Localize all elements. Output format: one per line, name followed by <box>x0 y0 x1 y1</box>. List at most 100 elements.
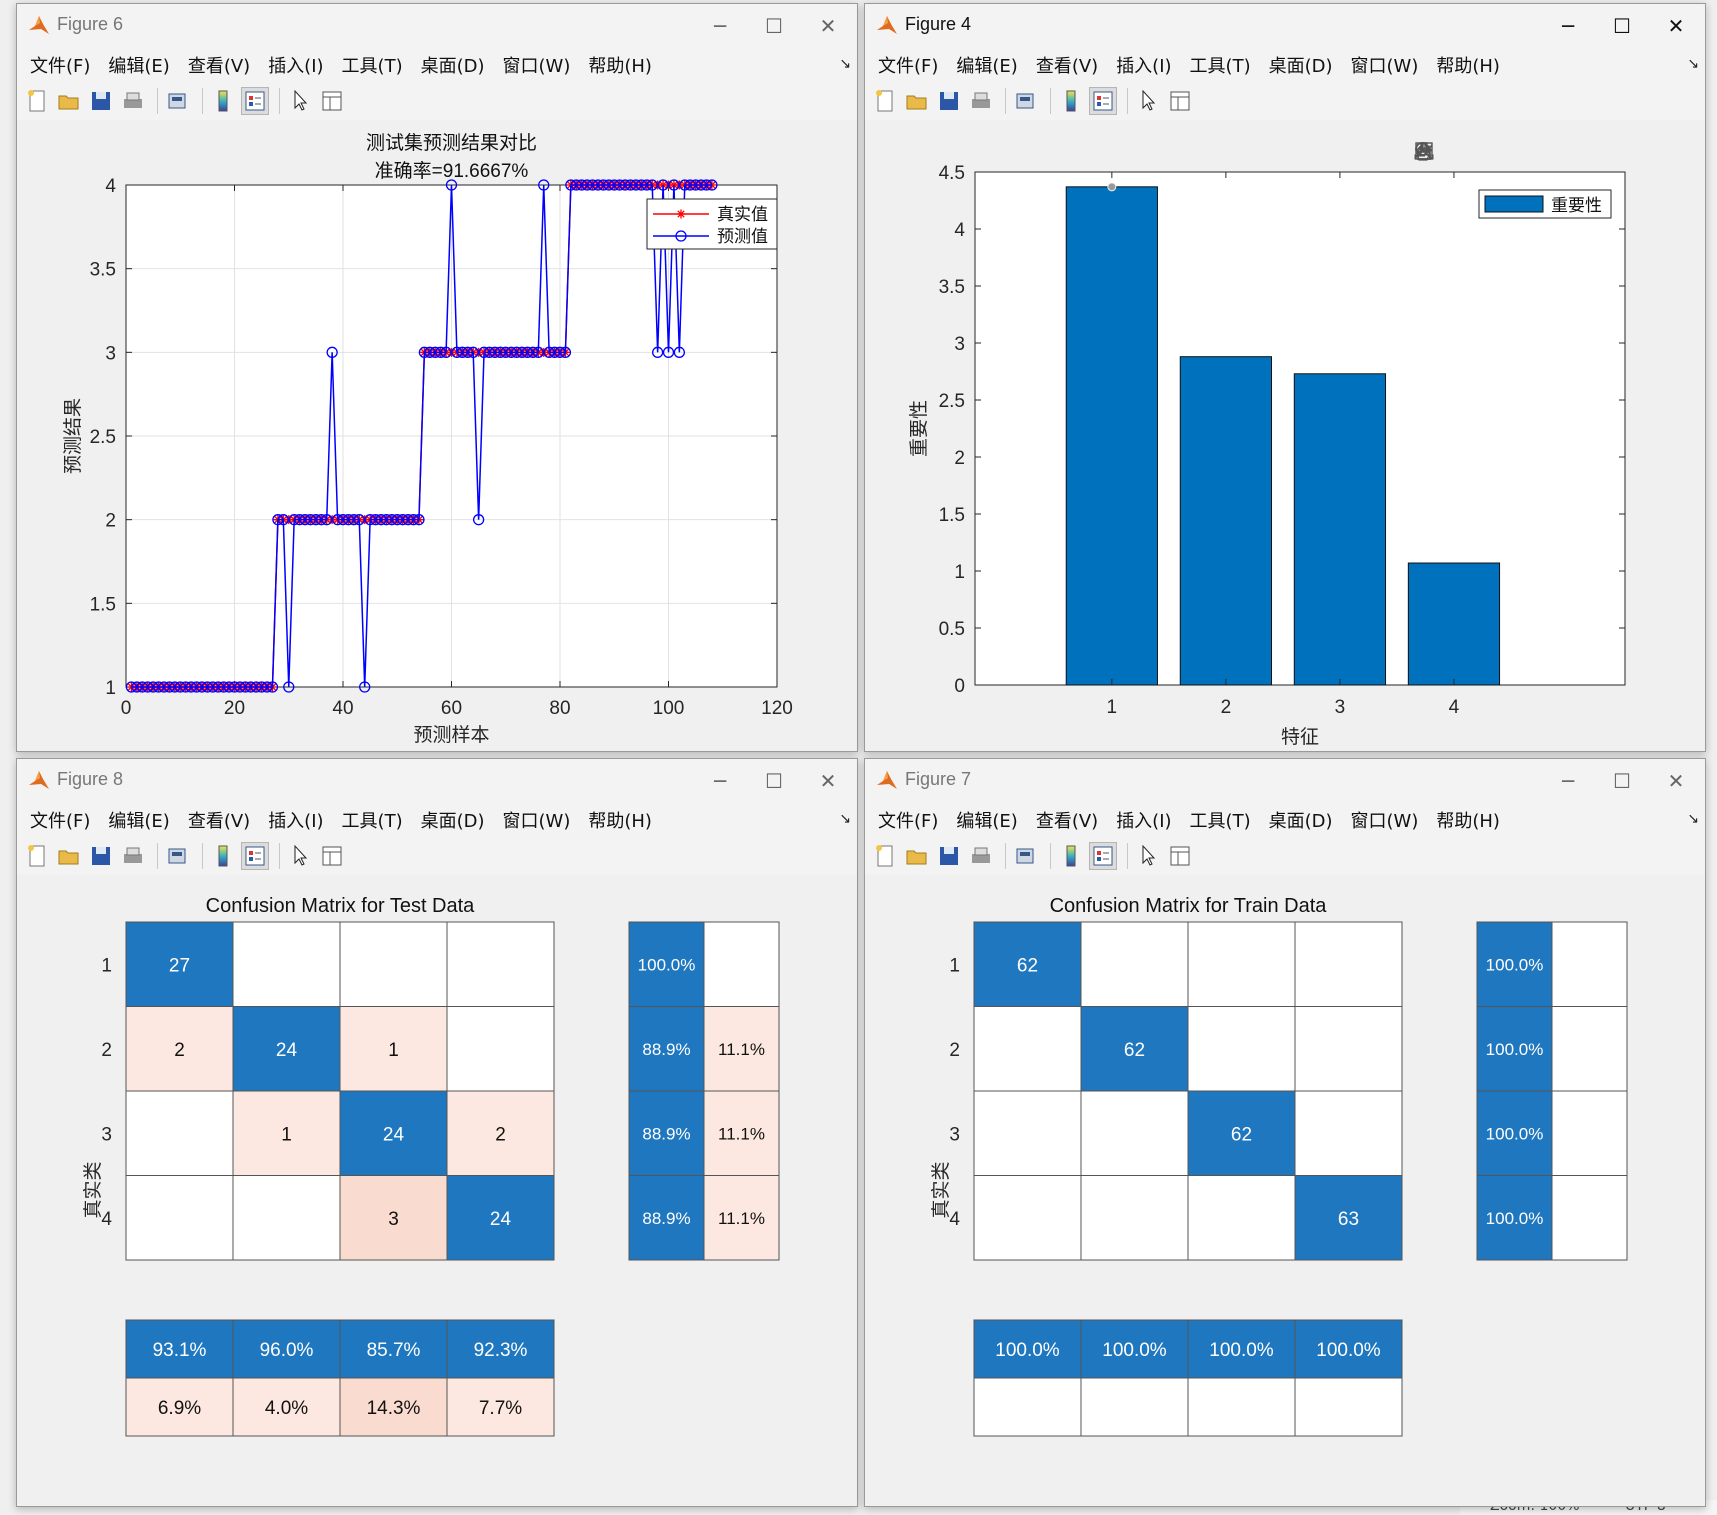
save-icon[interactable] <box>935 842 963 870</box>
maximize-button[interactable]: ☐ <box>1613 769 1631 793</box>
menu-help[interactable]: 帮助(H) <box>1436 56 1500 77</box>
property-editor-icon[interactable] <box>318 87 346 115</box>
close-button[interactable]: ✕ <box>819 14 837 38</box>
pointer-icon[interactable] <box>286 87 314 115</box>
menu-file[interactable]: 文件(F) <box>30 811 91 832</box>
save-icon[interactable] <box>935 87 963 115</box>
print-preview-icon[interactable] <box>164 842 192 870</box>
menu-window[interactable]: 窗口(W) <box>502 56 571 77</box>
menu-help[interactable]: 帮助(H) <box>1436 811 1500 832</box>
menu-edit[interactable]: 编辑(E) <box>108 56 170 77</box>
new-file-icon[interactable] <box>871 87 899 115</box>
pointer-icon[interactable] <box>1134 87 1162 115</box>
menu-insert[interactable]: 插入(I) <box>1116 811 1172 832</box>
menu-edit[interactable]: 编辑(E) <box>956 811 1018 832</box>
property-editor-icon[interactable] <box>1166 87 1194 115</box>
maximize-button[interactable]: ☐ <box>765 769 783 793</box>
predicted-point <box>706 179 718 191</box>
close-button[interactable]: ✕ <box>1667 14 1685 38</box>
print-preview-icon[interactable] <box>1012 842 1040 870</box>
zoom-in-icon[interactable] <box>1415 140 1563 166</box>
title-bar[interactable]: Figure 4 ─ ☐ ✕ <box>865 4 1705 48</box>
menu-desktop[interactable]: 桌面(D) <box>1268 811 1333 832</box>
print-preview-icon[interactable] <box>164 87 192 115</box>
menu-desktop[interactable]: 桌面(D) <box>420 56 485 77</box>
menu-edit[interactable]: 编辑(E) <box>956 56 1018 77</box>
new-file-icon[interactable] <box>23 87 51 115</box>
print-icon[interactable] <box>967 842 995 870</box>
menu-file[interactable]: 文件(F) <box>878 811 939 832</box>
menu-dock-arrow-icon[interactable]: ↘ <box>1687 811 1699 827</box>
legend-icon[interactable] <box>1089 87 1117 115</box>
close-button[interactable]: ✕ <box>819 769 837 793</box>
legend-icon[interactable] <box>241 842 269 870</box>
pan-icon[interactable] <box>1416 140 1533 166</box>
minimize-button[interactable]: ─ <box>713 769 727 793</box>
brush-icon[interactable] <box>1417 140 1473 166</box>
menu-view[interactable]: 查看(V) <box>187 811 251 832</box>
menu-window[interactable]: 窗口(W) <box>1350 811 1419 832</box>
save-icon[interactable] <box>87 87 115 115</box>
menu-tools[interactable]: 工具(T) <box>341 811 403 832</box>
minimize-button[interactable]: ─ <box>1561 769 1575 793</box>
maximize-button[interactable]: ☐ <box>765 14 783 38</box>
menu-tools[interactable]: 工具(T) <box>1189 811 1251 832</box>
save-icon[interactable] <box>87 842 115 870</box>
maximize-button[interactable]: ☐ <box>1613 14 1631 38</box>
menu-insert[interactable]: 插入(I) <box>268 811 324 832</box>
pointer-icon[interactable] <box>286 842 314 870</box>
menu-dock-arrow-icon[interactable]: ↘ <box>839 811 851 827</box>
new-file-icon[interactable] <box>23 842 51 870</box>
minimize-button[interactable]: ─ <box>713 14 727 38</box>
property-editor-icon[interactable] <box>318 842 346 870</box>
figure-8-window[interactable]: Figure 8 ─ ☐ ✕ 文件(F) 编辑(E) 查看(V) 插入(I) 工具(T)… <box>16 758 858 1507</box>
title-bar[interactable]: Figure 8 ─ ☐ ✕ <box>17 759 857 803</box>
close-button[interactable]: ✕ <box>1667 769 1685 793</box>
print-icon[interactable] <box>967 87 995 115</box>
zoom-out-icon[interactable] <box>1415 140 1593 166</box>
menu-help[interactable]: 帮助(H) <box>588 811 652 832</box>
colorbar-icon[interactable] <box>209 842 237 870</box>
open-folder-icon[interactable] <box>903 842 931 870</box>
menu-desktop[interactable]: 桌面(D) <box>420 811 485 832</box>
menu-edit[interactable]: 编辑(E) <box>108 811 170 832</box>
colorbar-icon[interactable] <box>209 87 237 115</box>
menu-file[interactable]: 文件(F) <box>30 56 91 77</box>
new-file-icon[interactable] <box>871 842 899 870</box>
menu-help[interactable]: 帮助(H) <box>588 56 652 77</box>
menu-tools[interactable]: 工具(T) <box>341 56 403 77</box>
print-icon[interactable] <box>119 842 147 870</box>
menu-view[interactable]: 查看(V) <box>1035 811 1099 832</box>
datatip-icon[interactable] <box>1415 140 1503 166</box>
menu-tools[interactable]: 工具(T) <box>1189 56 1251 77</box>
figure-6-window[interactable]: Figure 6 ─ ☐ ✕ 文件(F) 编辑(E) 查看(V) 插入(I) 工具(T)… <box>16 3 858 752</box>
menu-desktop[interactable]: 桌面(D) <box>1268 56 1333 77</box>
title-bar[interactable]: Figure 7 ─ ☐ ✕ <box>865 759 1705 803</box>
predicted-point <box>272 514 284 526</box>
home-icon[interactable] <box>1415 140 1623 166</box>
menu-view[interactable]: 查看(V) <box>187 56 251 77</box>
minimize-button[interactable]: ─ <box>1561 14 1575 38</box>
colorbar-icon[interactable] <box>1057 842 1085 870</box>
menu-view[interactable]: 查看(V) <box>1035 56 1099 77</box>
figure-4-window[interactable]: Figure 4 ─ ☐ ✕ 文件(F) 编辑(E) 查看(V) 插入(I) 工具(T)… <box>864 3 1706 752</box>
menu-file[interactable]: 文件(F) <box>878 56 939 77</box>
figure-7-window[interactable]: Figure 7 ─ ☐ ✕ 文件(F) 编辑(E) 查看(V) 插入(I) 工具(T)… <box>864 758 1706 1507</box>
legend-icon[interactable] <box>241 87 269 115</box>
open-folder-icon[interactable] <box>55 842 83 870</box>
open-folder-icon[interactable] <box>55 87 83 115</box>
open-folder-icon[interactable] <box>903 87 931 115</box>
property-editor-icon[interactable] <box>1166 842 1194 870</box>
pointer-icon[interactable] <box>1134 842 1162 870</box>
print-icon[interactable] <box>119 87 147 115</box>
menu-dock-arrow-icon[interactable]: ↘ <box>1687 56 1699 72</box>
menu-window[interactable]: 窗口(W) <box>502 811 571 832</box>
menu-insert[interactable]: 插入(I) <box>268 56 324 77</box>
title-bar[interactable]: Figure 6 ─ ☐ ✕ <box>17 4 857 48</box>
menu-insert[interactable]: 插入(I) <box>1116 56 1172 77</box>
colorbar-icon[interactable] <box>1057 87 1085 115</box>
legend-icon[interactable] <box>1089 842 1117 870</box>
print-preview-icon[interactable] <box>1012 87 1040 115</box>
menu-window[interactable]: 窗口(W) <box>1350 56 1419 77</box>
menu-dock-arrow-icon[interactable]: ↘ <box>839 56 851 72</box>
